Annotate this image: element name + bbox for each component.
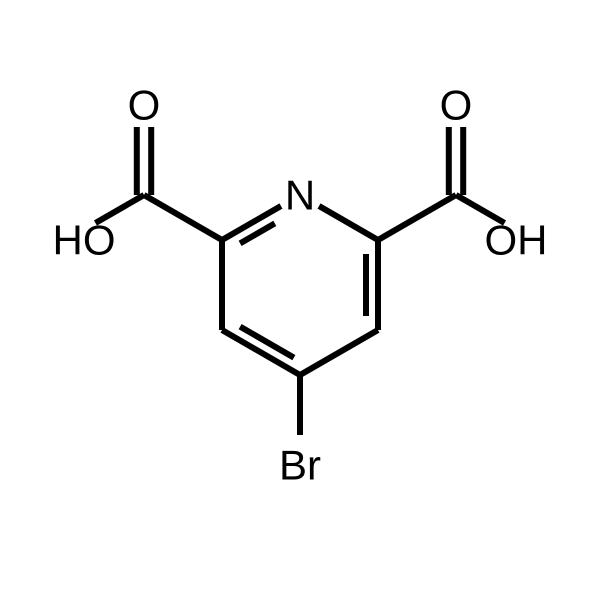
atom-label-o11: O — [128, 82, 161, 129]
atom-label-o8: O — [440, 82, 473, 129]
molecule-diagram: N Br O OH O HO — [0, 0, 600, 600]
atom-label-n: N — [285, 172, 315, 219]
bond — [319, 206, 378, 240]
atom-label-o9: OH — [485, 217, 548, 264]
bond — [300, 330, 378, 375]
bond — [378, 195, 456, 240]
atom-label-o12: HO — [53, 217, 116, 264]
atom-label-br: Br — [279, 442, 321, 489]
bond — [144, 195, 222, 240]
